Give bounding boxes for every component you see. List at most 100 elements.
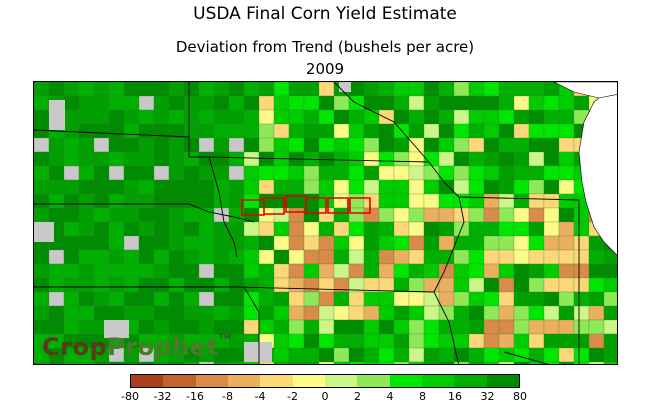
county-cell (318, 347, 335, 363)
county-cell (573, 235, 590, 251)
county-cell (363, 263, 380, 279)
county-cell (543, 249, 560, 265)
legend-tick-label: 8 (419, 390, 426, 403)
county-cell (138, 249, 155, 265)
county-cell (168, 249, 185, 265)
county-cell (363, 333, 380, 349)
county-cell (498, 95, 515, 111)
county-cell (378, 165, 395, 181)
county-cell (168, 193, 185, 209)
county-cell (183, 151, 200, 167)
county-cell (348, 137, 365, 153)
county-cell (393, 221, 410, 237)
county-cell (393, 82, 410, 97)
county-cell (288, 277, 305, 293)
county-cell (513, 361, 530, 364)
county-cell (528, 305, 545, 321)
county-cell (168, 277, 185, 293)
county-cell (573, 319, 590, 335)
county-cell (303, 165, 320, 181)
county-cell (603, 361, 617, 364)
county-cell (378, 179, 395, 195)
county-cell (273, 319, 290, 335)
county-cell (213, 221, 230, 237)
county-cell (363, 361, 380, 364)
county-cell (48, 277, 65, 293)
legend-tick-label: 4 (386, 390, 394, 403)
county-cell (468, 249, 485, 265)
county-cell (363, 207, 380, 223)
county-cell (108, 305, 125, 321)
county-cell (498, 109, 515, 125)
county-cell (228, 137, 245, 153)
county-cell (273, 137, 290, 153)
county-cell (528, 291, 545, 307)
county-cell (498, 179, 515, 195)
county-cell (63, 277, 80, 293)
county-cell (333, 263, 350, 279)
county-cell (543, 151, 560, 167)
no-data-county (34, 222, 54, 242)
county-cell (123, 82, 140, 97)
county-cell (78, 235, 95, 251)
county-cell (363, 235, 380, 251)
county-cell (453, 249, 470, 265)
county-cell (303, 109, 320, 125)
county-cell (168, 109, 185, 125)
county-cell (34, 319, 50, 335)
county-cell (408, 179, 425, 195)
county-cell (228, 235, 245, 251)
county-cell (34, 109, 50, 125)
county-cell (183, 109, 200, 125)
legend-swatch (389, 375, 422, 387)
county-cell (468, 291, 485, 307)
county-cell (48, 165, 65, 181)
county-cell (198, 179, 215, 195)
county-cell (468, 277, 485, 293)
county-cell (63, 109, 80, 125)
county-cell (288, 235, 305, 251)
county-cell (183, 207, 200, 223)
county-cell (123, 291, 140, 307)
county-cell (288, 207, 305, 223)
county-cell (543, 221, 560, 237)
county-cell (378, 193, 395, 209)
county-cell (333, 361, 350, 364)
county-cell (273, 95, 290, 111)
county-cell (228, 249, 245, 265)
no-data-county (49, 100, 65, 130)
county-cell (93, 221, 110, 237)
county-cell (438, 151, 455, 167)
county-cell (513, 305, 530, 321)
county-cell (168, 291, 185, 307)
county-cell (363, 151, 380, 167)
county-cell (408, 305, 425, 321)
county-cell (168, 82, 185, 97)
county-cell (378, 207, 395, 223)
county-cell (543, 109, 560, 125)
county-cell (228, 151, 245, 167)
county-cell (528, 179, 545, 195)
county-cell (348, 305, 365, 321)
county-cell (63, 305, 80, 321)
county-cell (228, 109, 245, 125)
county-cell (543, 277, 560, 293)
county-cell (408, 207, 425, 223)
county-cell (228, 221, 245, 237)
county-cell (198, 95, 215, 111)
county-cell (93, 263, 110, 279)
county-cell (243, 82, 260, 97)
border-sd-ne (34, 203, 255, 223)
county-cell (168, 137, 185, 153)
county-cell (318, 291, 335, 307)
legend-tick-label: 80 (513, 390, 527, 403)
legend-tick-label: 2 (354, 390, 361, 403)
county-cell (153, 235, 170, 251)
county-cell (273, 165, 290, 181)
county-cell (558, 179, 575, 195)
county-cell (483, 291, 500, 307)
county-cell (513, 109, 530, 125)
county-cell (258, 319, 275, 335)
county-cell (198, 249, 215, 265)
county-cell (423, 193, 440, 209)
